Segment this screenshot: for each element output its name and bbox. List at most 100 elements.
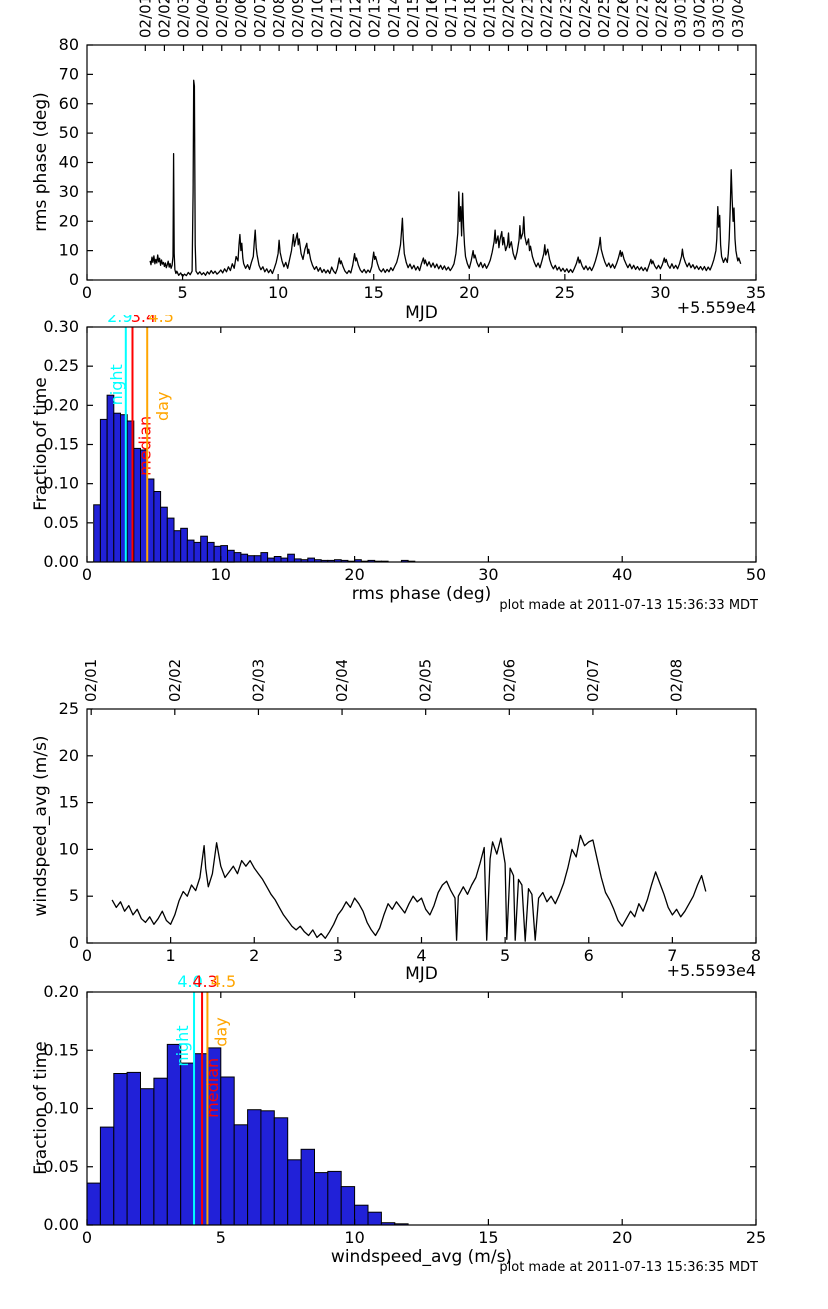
night-line-label: night [107,364,126,405]
date-label: 02/22 [538,0,556,38]
night-line-label: night [173,1025,192,1066]
hist-bar [287,1159,302,1226]
hist-bar [247,555,255,563]
date-label: 02/21 [519,0,537,38]
x-tick-label: 0 [82,565,92,584]
x-axis-label: MJD [405,303,438,323]
hist-bar [240,553,249,563]
axes-frame [86,44,757,281]
y-tick-label: 0.25 [43,356,79,375]
hist-bar [314,1172,329,1226]
hist-bar [354,1204,369,1226]
x-tick-label: 40 [612,565,632,584]
y-tick-label: 0.10 [43,474,79,493]
y-tick-label: 0.10 [43,1099,79,1118]
x-axis-label: rms phase (deg) [351,584,492,604]
hist-bar [327,1170,342,1226]
date-label: 02/09 [289,0,307,38]
x-tick-label: 7 [667,946,677,965]
date-label: 02/06 [500,660,518,702]
y-tick-label: 0.15 [43,1040,79,1059]
y-axis-label: Fraction of time [31,377,51,511]
hist-bar [113,412,122,563]
hist-bar [206,541,215,563]
date-label: 02/25 [595,0,613,38]
y-tick-label: 10 [59,241,79,260]
x-tick-label: 8 [751,946,761,965]
rms-phase-histogram-chart: 2.9 night 3.4 median 4.5 day 0 10 20 30 40 50 0.00 0.… [43,315,766,584]
hist-bar [99,418,108,563]
date-label: 02/04 [194,0,212,38]
y-tick-label: 60 [59,94,79,113]
hist-bar [273,1117,289,1226]
hist-bar [367,1211,382,1226]
y-tick-label: 0.20 [43,982,79,1001]
x-tick-label: 10 [211,565,231,584]
date-label: 02/02 [155,0,173,38]
date-label: 03/04 [729,0,747,38]
hist-bar [93,504,101,563]
hist-bar [340,1186,356,1226]
date-label: 02/01 [82,660,100,702]
hist-bar [173,530,182,563]
hist-bar [273,556,282,563]
x-tick-label: 2 [249,946,259,965]
x-tick-label: 15 [364,283,384,302]
plot-timestamp-caption: plot made at 2011-07-13 15:36:33 MDT [499,598,758,613]
median-line-label: median [203,1058,222,1118]
date-label: 02/13 [366,0,384,38]
median-value-label: 4.3 [192,975,217,991]
date-label: 02/11 [327,0,345,38]
y-tick-label: 0 [69,933,79,952]
x-tick-label: 25 [746,1228,766,1247]
date-label: 02/03 [175,0,193,38]
hist-bar [233,1124,249,1226]
hist-bar [260,1110,275,1226]
y-tick-label: 20 [59,211,79,230]
data-line [149,79,742,278]
x-tick-label: 4 [416,946,426,965]
date-label: 02/23 [557,0,575,38]
date-label: 03/03 [710,0,728,38]
date-label: 02/03 [249,660,267,702]
hist-bar [220,1076,235,1226]
x-axis-offset: +5.559e4 [676,298,756,317]
hist-bar [166,517,175,563]
hist-bar [140,1088,155,1226]
y-tick-label: 25 [59,699,79,718]
night-value-label: 2.9 [107,315,132,326]
date-label: 02/02 [166,660,184,702]
day-value-label: 4.5 [148,315,173,326]
hist-bar [153,491,162,563]
x-tick-label: 15 [478,1228,498,1247]
hist-bar [186,539,195,563]
x-tick-label: 20 [459,283,479,302]
hist-bar [233,552,242,563]
day-value-label: 4.5 [211,975,236,991]
date-label: 02/26 [614,0,632,38]
y-tick-label: 20 [59,746,79,765]
day-line-label: day [211,1017,230,1046]
y-tick-label: 40 [59,153,79,172]
hist-bar [193,541,202,563]
hist-bar [153,1077,168,1226]
y-tick-label: 5 [69,886,79,905]
y-tick-label: 0.15 [43,435,79,454]
hist-bar [220,545,229,563]
y-tick-label: 0.05 [43,1157,79,1176]
x-axis-label: MJD [405,964,438,984]
plot-timestamp-caption: plot made at 2011-07-13 15:36:35 MDT [499,1260,758,1275]
median-value-label: 3.4 [131,315,156,326]
date-label: 02/08 [270,0,288,38]
hist-bar [213,545,222,563]
x-tick-label: 50 [746,565,766,584]
date-label: 02/04 [333,660,351,702]
x-axis-offset: +5.5593e4 [666,961,756,980]
hist-bar [113,1073,128,1226]
y-tick-label: 80 [59,35,79,54]
x-tick-label: 10 [268,283,288,302]
y-tick-label: 0.00 [43,1215,79,1234]
